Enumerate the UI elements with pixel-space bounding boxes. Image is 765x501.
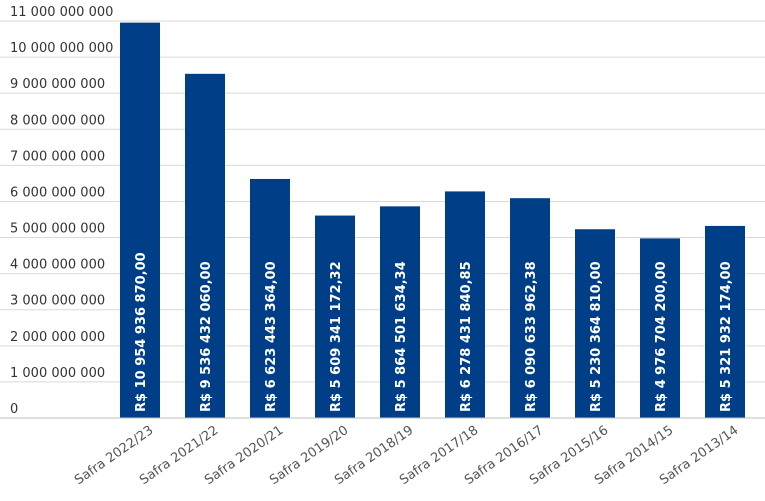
y-tick-label: 10 000 000 000 — [10, 41, 113, 56]
bar-value-label: R$ 5 230 364 810,00 — [589, 261, 604, 412]
y-tick-label: 8 000 000 000 — [10, 113, 105, 128]
bar — [705, 225, 745, 418]
y-tick-label: 9 000 000 000 — [10, 77, 105, 92]
bar — [185, 73, 225, 418]
bar-value-label: R$ 5 321 932 174,00 — [719, 261, 734, 412]
bar-value-label: R$ 6 278 431 840,85 — [459, 261, 474, 412]
y-tick-label: 3 000 000 000 — [10, 294, 105, 309]
bar — [380, 206, 420, 418]
y-tick-label: 7 000 000 000 — [10, 149, 105, 164]
bar-value-label: R$ 6 623 443 364,00 — [264, 261, 279, 412]
bar-value-label: R$ 9 536 432 060,00 — [199, 261, 214, 412]
bar — [575, 229, 615, 418]
bar — [315, 215, 355, 418]
y-tick-label: 2 000 000 000 — [10, 330, 105, 345]
bar — [120, 22, 160, 418]
y-tick-label: 11 000 000 000 — [10, 5, 113, 20]
bar — [510, 198, 550, 418]
y-tick-label: 5 000 000 000 — [10, 222, 105, 237]
bar-value-label: R$ 5 864 501 634,34 — [394, 261, 409, 412]
bar-value-label: R$ 5 609 341 172,32 — [329, 261, 344, 412]
bar — [445, 191, 485, 418]
y-axis-ticks: 0 1 000 000 000 2 000 000 000 3 000 000 000… — [10, 5, 113, 417]
bar — [640, 238, 680, 418]
y-tick-label: 0 — [10, 402, 18, 417]
y-tick-label: 1 000 000 000 — [10, 366, 105, 381]
bars — [120, 22, 745, 418]
bar-value-label: R$ 4 976 704 200,00 — [654, 261, 669, 412]
y-tick-label: 4 000 000 000 — [10, 258, 105, 273]
y-tick-label: 6 000 000 000 — [10, 185, 105, 200]
bar — [250, 178, 290, 418]
bar-value-labels: R$ 10 954 936 870,00 R$ 9 536 432 060,00 R… — [134, 252, 734, 412]
bar-value-label: R$ 6 090 633 962,38 — [524, 261, 539, 412]
bar-value-label: R$ 10 954 936 870,00 — [134, 252, 149, 412]
